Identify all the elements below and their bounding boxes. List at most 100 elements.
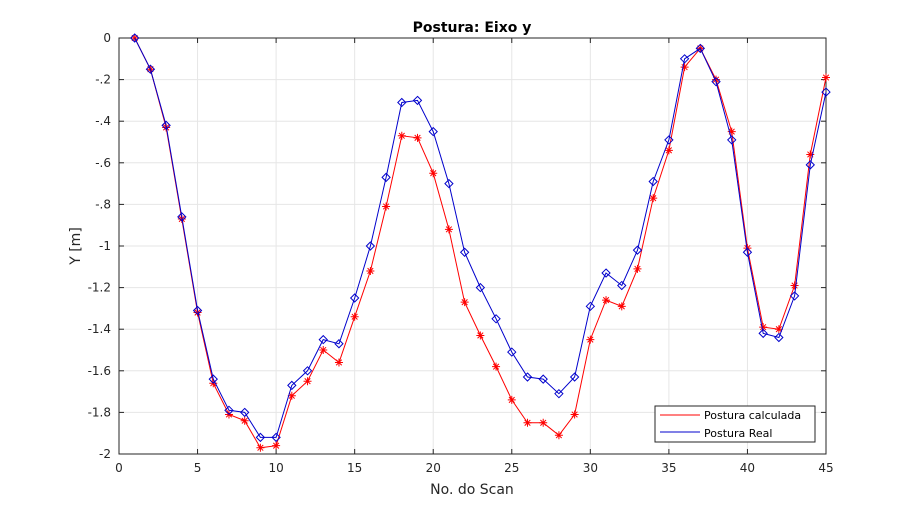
data-point	[649, 194, 658, 203]
data-point	[208, 374, 218, 384]
data-point	[334, 339, 344, 349]
data-point	[632, 245, 643, 255]
data-point	[759, 323, 768, 332]
data-point	[712, 75, 721, 84]
x-axis: 0 5 10 15 20 25 30 35 40 45	[115, 38, 834, 475]
y-tick-label: -1.2	[88, 281, 111, 295]
series-line	[134, 37, 827, 449]
data-point	[822, 73, 830, 82]
data-point	[349, 293, 360, 303]
data-point	[570, 410, 579, 419]
data-point	[366, 266, 375, 275]
data-point	[428, 126, 438, 137]
data-point	[664, 135, 674, 145]
y-tick-label: -1	[99, 239, 111, 253]
data-point	[727, 127, 736, 136]
data-point	[287, 391, 296, 400]
data-point	[711, 76, 721, 87]
data-point	[602, 296, 611, 305]
data-point	[539, 418, 548, 427]
series-0	[130, 34, 830, 452]
data-point	[727, 135, 737, 145]
y-tick-label: -1.8	[88, 405, 111, 419]
data-point	[679, 54, 690, 64]
data-point	[554, 431, 563, 440]
data-point	[365, 241, 376, 251]
data-point	[145, 64, 156, 74]
data-point	[648, 176, 658, 187]
chart-title: Postura: Eixo y	[413, 20, 532, 36]
data-point	[444, 225, 453, 234]
data-point	[522, 372, 533, 382]
data-point	[382, 202, 391, 211]
data-point	[444, 178, 454, 189]
legend-label-postura-calculada: Postura calculada	[704, 409, 801, 422]
legend: Postura calculada Postura Real	[654, 405, 816, 443]
data-point	[255, 432, 266, 443]
legend-label-postura-real: Postura Real	[704, 427, 772, 440]
x-tick-label: 40	[740, 461, 755, 475]
data-point	[617, 280, 627, 291]
data-point	[554, 388, 564, 399]
x-axis-label: No. do Scan	[430, 482, 514, 498]
y-tick-label: -.8	[95, 197, 111, 211]
data-point	[130, 33, 140, 43]
data-point	[350, 312, 359, 321]
data-point	[272, 441, 281, 450]
data-point	[318, 334, 328, 345]
data-point	[256, 443, 265, 452]
data-point	[680, 63, 689, 72]
data-point	[742, 247, 753, 257]
legend-box	[654, 405, 816, 443]
data-point	[271, 432, 281, 443]
data-point	[239, 407, 250, 418]
data-point	[774, 332, 784, 343]
data-point	[758, 328, 768, 339]
x-tick-label: 45	[818, 461, 833, 475]
data-point	[397, 97, 407, 108]
x-tick-label: 0	[115, 461, 123, 475]
data-point	[381, 172, 391, 183]
data-point	[287, 380, 297, 391]
y-tick-label: -.4	[95, 114, 111, 128]
data-point	[240, 416, 249, 425]
data-point	[475, 282, 486, 293]
data-point	[161, 120, 171, 131]
y-tick-label: -.2	[95, 73, 111, 87]
data-point	[334, 358, 343, 367]
series-1	[130, 33, 831, 443]
y-axis-label: Y [m]	[68, 227, 84, 266]
data-point	[617, 302, 626, 311]
data-point	[177, 212, 187, 222]
data-point	[774, 325, 783, 334]
data-point	[601, 268, 611, 278]
data-point	[492, 362, 501, 371]
data-point	[664, 146, 673, 155]
y-tick-label: -1.6	[88, 364, 111, 378]
x-tick-label: 20	[426, 461, 441, 475]
data-point	[507, 395, 516, 404]
data-point	[319, 346, 328, 354]
data-point	[790, 281, 799, 290]
x-tick-label: 25	[504, 461, 519, 475]
data-point	[789, 291, 800, 301]
data-point	[569, 372, 580, 382]
data-point	[460, 298, 469, 307]
data-point	[806, 150, 815, 159]
data-point	[538, 374, 548, 384]
data-point	[192, 305, 203, 316]
series-line	[134, 37, 827, 438]
data-point	[412, 95, 423, 106]
data-point	[193, 308, 202, 317]
x-tick-label: 10	[268, 461, 283, 475]
data-point	[491, 314, 501, 324]
data-point	[695, 43, 706, 54]
data-point	[805, 160, 815, 170]
data-point	[585, 301, 596, 312]
data-point	[413, 133, 422, 142]
data-point	[397, 131, 406, 140]
data-point	[302, 366, 313, 376]
y-axis: 0 -.2 -.4 -.6 -.8 -1 -1.2 -1.4 -1.6 -1.8 -2	[88, 31, 826, 461]
data-point	[507, 347, 517, 357]
data-point	[821, 87, 831, 97]
